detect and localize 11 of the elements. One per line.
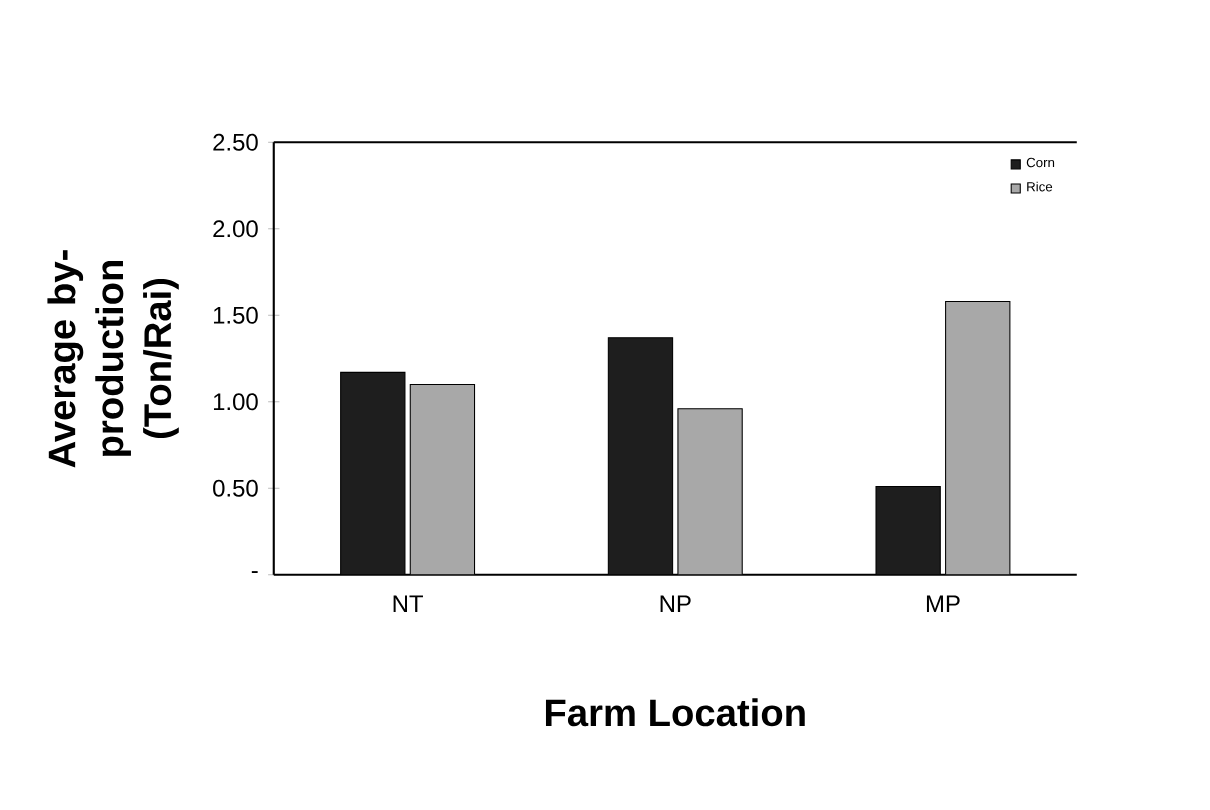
x-axis-title: Farm Location [545,698,805,727]
x-tick-label: NT [393,595,423,613]
x-tick-label: NP [660,595,691,613]
x-tick-label: MP [926,595,960,613]
y-tick-label: 1.00 [213,393,258,411]
y-tick-label: 1.50 [213,307,258,325]
y-tick-label: 2.00 [213,220,258,238]
y-tick-label: 2.50 [213,134,258,152]
y-tick-label: 0.50 [213,480,258,498]
y-tick-label: - [251,571,258,574]
y-axis-title: Average by-production (Ton/Rai) [47,250,179,468]
